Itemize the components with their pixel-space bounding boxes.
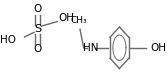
Text: OH: OH bbox=[59, 13, 75, 23]
Text: HN: HN bbox=[83, 43, 99, 53]
Text: CH₃: CH₃ bbox=[70, 16, 87, 25]
Text: O: O bbox=[34, 4, 42, 14]
Text: OH: OH bbox=[150, 43, 166, 53]
Text: HO: HO bbox=[1, 35, 17, 45]
Text: S: S bbox=[34, 24, 41, 34]
Text: O: O bbox=[34, 44, 42, 54]
